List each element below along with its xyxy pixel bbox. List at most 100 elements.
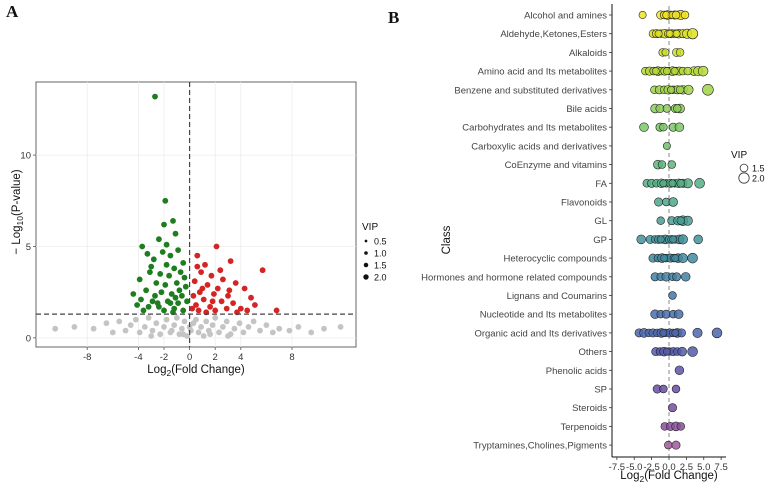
volcano-point-down bbox=[156, 236, 162, 243]
volcano-point-down bbox=[162, 282, 169, 288]
class-label: Heterocyclic compounds bbox=[504, 254, 608, 265]
volcano-point-ns bbox=[171, 322, 178, 328]
class-point bbox=[676, 216, 685, 225]
volcano-point-up bbox=[230, 300, 237, 306]
volcano-point-down bbox=[180, 307, 187, 314]
volcano-point-down bbox=[170, 218, 176, 224]
volcano-point-ns bbox=[245, 324, 252, 330]
class-point bbox=[671, 440, 681, 450]
volcano-point-down bbox=[157, 271, 164, 277]
class-x-tick-label: 2.5 bbox=[680, 462, 693, 473]
volcano-threshold-lines bbox=[36, 82, 356, 347]
volcano-point-ns bbox=[173, 314, 180, 321]
class-point bbox=[656, 235, 665, 244]
panel-letter-a: A bbox=[6, 2, 19, 21]
volcano-point-up bbox=[214, 285, 221, 292]
volcano-point-up bbox=[209, 298, 216, 305]
volcano-point-ns bbox=[269, 329, 276, 336]
class-point bbox=[651, 67, 660, 76]
class-x-tick-label: -2.5 bbox=[643, 462, 659, 473]
volcano-x-tick-label: 4 bbox=[238, 352, 243, 363]
volcano-point-up bbox=[237, 305, 244, 312]
volcano-point-down bbox=[177, 269, 184, 275]
volcano-point-ns bbox=[103, 320, 110, 327]
class-point bbox=[677, 346, 687, 357]
volcano-point-ns bbox=[236, 320, 243, 327]
volcano-y-tick-label: 0 bbox=[26, 333, 31, 344]
volcano-point-ns bbox=[337, 324, 344, 330]
volcano-point-ns bbox=[157, 331, 164, 338]
class-points bbox=[634, 10, 723, 450]
class-labels: Alcohol and amines Aldehyde,Ketones,Ester… bbox=[421, 11, 612, 452]
volcano-legend-dot bbox=[363, 274, 369, 280]
class-point bbox=[702, 84, 714, 96]
volcano-y-axis-title: − Log10(P-value) bbox=[11, 169, 25, 254]
class-point bbox=[671, 384, 681, 394]
volcano-point-ns bbox=[207, 331, 214, 338]
volcano-point-down bbox=[182, 283, 189, 290]
class-label: Hormones and hormone related compounds bbox=[421, 272, 607, 283]
volcano-point-up bbox=[218, 298, 225, 305]
class-label: Aldehyde,Ketones,Esters bbox=[500, 29, 607, 40]
volcano-point-down bbox=[158, 289, 165, 296]
class-point bbox=[694, 178, 705, 189]
class-point bbox=[668, 291, 677, 300]
volcano-point-ns bbox=[193, 316, 199, 323]
class-label: Lignans and Coumarins bbox=[507, 291, 608, 302]
volcano-point-ns bbox=[141, 324, 148, 330]
volcano-point-down bbox=[167, 252, 174, 259]
class-legend-title: VIP bbox=[731, 150, 747, 161]
volcano-point-down bbox=[139, 243, 146, 250]
class-point bbox=[676, 422, 685, 431]
volcano-point-down bbox=[162, 197, 169, 204]
volcano-point-down bbox=[163, 241, 170, 248]
volcano-x-axis-title: Log2(Fold Change) bbox=[147, 364, 245, 378]
volcano-point-ns bbox=[240, 329, 247, 336]
volcano-legend-dot bbox=[364, 239, 368, 243]
volcano-point-up bbox=[226, 287, 233, 294]
class-label: Flavonoids bbox=[561, 198, 607, 209]
volcano-point-down bbox=[175, 300, 182, 306]
volcano-point-up bbox=[259, 267, 266, 274]
class-point bbox=[680, 10, 690, 20]
volcano-legend-title: VIP bbox=[362, 222, 378, 233]
class-label: GL bbox=[594, 216, 607, 227]
class-point bbox=[676, 179, 685, 188]
class-label: GP bbox=[593, 235, 607, 246]
class-point bbox=[683, 84, 694, 95]
class-legend-circle bbox=[738, 172, 750, 184]
volcano-point-up bbox=[211, 291, 217, 297]
volcano-point-down bbox=[175, 247, 182, 254]
volcano-point-ns bbox=[216, 329, 222, 336]
volcano-point-ns bbox=[153, 320, 160, 327]
volcano-point-down bbox=[161, 221, 167, 228]
volcano-point-ns bbox=[122, 327, 129, 334]
class-label: Steroids bbox=[572, 403, 607, 414]
volcano-point-ns bbox=[209, 322, 216, 328]
class-point bbox=[662, 104, 672, 113]
volcano-point-down bbox=[179, 292, 185, 299]
volcano-point-up bbox=[190, 292, 197, 299]
class-point bbox=[638, 11, 647, 19]
class-point bbox=[675, 85, 685, 95]
class-point bbox=[665, 29, 674, 38]
volcano-point-ns bbox=[203, 318, 210, 325]
volcano-point-down bbox=[173, 280, 180, 286]
volcano-legend-dot bbox=[363, 262, 369, 268]
class-point bbox=[671, 254, 680, 263]
volcano-point-ns bbox=[179, 325, 185, 332]
class-label: FA bbox=[595, 179, 607, 190]
volcano-point-up bbox=[208, 272, 215, 279]
volcano-vip-legend: VIP 0.5 1.0 1.5 2.0 bbox=[362, 222, 387, 283]
class-x-tick-label: -5.0 bbox=[626, 462, 642, 473]
volcano-point-down bbox=[163, 261, 170, 268]
volcano-point-up bbox=[217, 267, 224, 274]
volcano-point-down bbox=[136, 276, 143, 283]
volcano-point-up bbox=[193, 302, 199, 308]
volcano-point-down bbox=[184, 298, 190, 305]
volcano-point-ns bbox=[200, 333, 207, 339]
volcano-point-down bbox=[168, 291, 175, 297]
volcano-point-down bbox=[144, 250, 151, 257]
class-vip-legend: VIP 1.52.0 bbox=[731, 150, 765, 184]
volcano-point-ns bbox=[116, 318, 123, 325]
